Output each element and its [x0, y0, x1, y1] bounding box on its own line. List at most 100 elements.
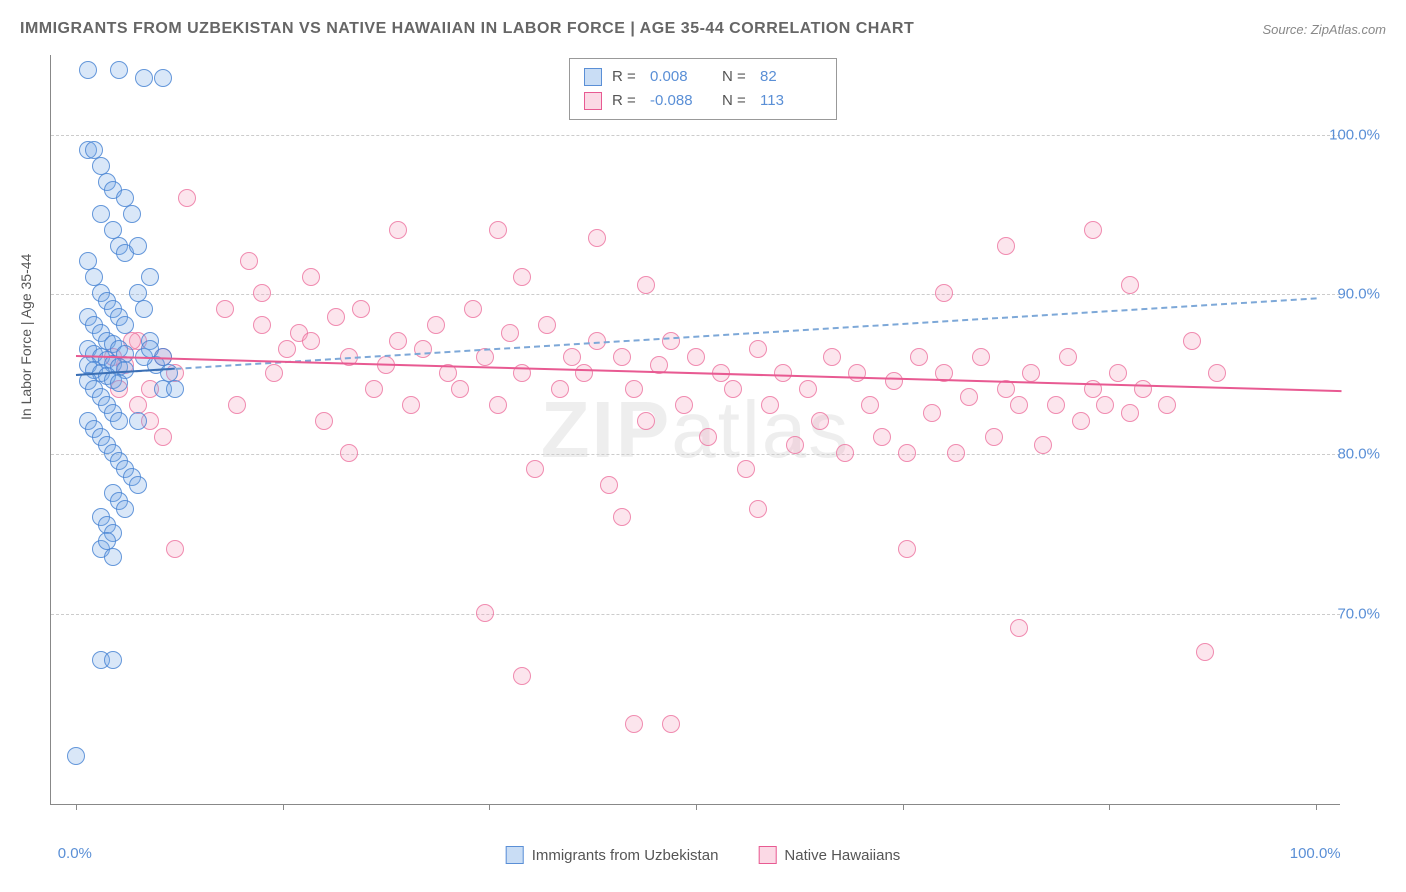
- data-point: [116, 500, 134, 518]
- data-point: [960, 388, 978, 406]
- data-point: [402, 396, 420, 414]
- data-point: [104, 221, 122, 239]
- data-point: [526, 460, 544, 478]
- data-point: [278, 340, 296, 358]
- data-point: [352, 300, 370, 318]
- plot-area: ZIPatlas: [50, 55, 1340, 805]
- data-point: [575, 364, 593, 382]
- data-point: [141, 340, 159, 358]
- x-tick: [76, 804, 77, 810]
- y-tick-label: 80.0%: [1337, 445, 1380, 462]
- data-point: [427, 316, 445, 334]
- data-point: [737, 460, 755, 478]
- data-point: [551, 380, 569, 398]
- data-point: [1208, 364, 1226, 382]
- data-point: [637, 412, 655, 430]
- data-point: [365, 380, 383, 398]
- data-point: [662, 715, 680, 733]
- data-point: [637, 276, 655, 294]
- gridline: [51, 614, 1340, 615]
- data-point: [489, 396, 507, 414]
- legend-correlation: R =0.008N =82R =-0.088N =113: [569, 58, 837, 120]
- data-point: [786, 436, 804, 454]
- data-point: [340, 444, 358, 462]
- legend-swatch: [584, 92, 602, 110]
- data-point: [166, 540, 184, 558]
- data-point: [861, 396, 879, 414]
- data-point: [135, 300, 153, 318]
- x-tick: [903, 804, 904, 810]
- data-point: [761, 396, 779, 414]
- data-point: [389, 221, 407, 239]
- n-value: 113: [760, 89, 822, 113]
- data-point: [92, 205, 110, 223]
- r-value: 0.008: [650, 65, 712, 89]
- r-label: R =: [612, 65, 640, 89]
- data-point: [464, 300, 482, 318]
- data-point: [489, 221, 507, 239]
- legend-label: Immigrants from Uzbekistan: [532, 847, 719, 864]
- data-point: [910, 348, 928, 366]
- x-tick: [283, 804, 284, 810]
- data-point: [563, 348, 581, 366]
- gridline: [51, 294, 1340, 295]
- data-point: [724, 380, 742, 398]
- data-point: [923, 404, 941, 422]
- data-point: [253, 284, 271, 302]
- data-point: [1121, 276, 1139, 294]
- data-point: [135, 69, 153, 87]
- data-point: [501, 324, 519, 342]
- data-point: [749, 500, 767, 518]
- data-point: [79, 61, 97, 79]
- y-tick-label: 70.0%: [1337, 605, 1380, 622]
- data-point: [1010, 619, 1028, 637]
- y-tick-label: 100.0%: [1329, 126, 1380, 143]
- data-point: [848, 364, 866, 382]
- data-point: [687, 348, 705, 366]
- legend-item: Immigrants from Uzbekistan: [506, 846, 719, 864]
- source-label: Source: ZipAtlas.com: [1262, 22, 1386, 37]
- gridline: [51, 454, 1340, 455]
- data-point: [588, 229, 606, 247]
- legend-swatch: [506, 846, 524, 864]
- data-point: [451, 380, 469, 398]
- data-point: [1158, 396, 1176, 414]
- legend-series: Immigrants from Uzbekistan Native Hawaiia…: [506, 846, 901, 864]
- data-point: [240, 252, 258, 270]
- y-axis-label: In Labor Force | Age 35-44: [18, 254, 34, 420]
- data-point: [1196, 643, 1214, 661]
- data-point: [141, 268, 159, 286]
- data-point: [513, 268, 531, 286]
- data-point: [104, 651, 122, 669]
- data-point: [749, 340, 767, 358]
- data-point: [513, 667, 531, 685]
- data-point: [823, 348, 841, 366]
- x-tick: [1316, 804, 1317, 810]
- data-point: [898, 444, 916, 462]
- data-point: [774, 364, 792, 382]
- data-point: [600, 476, 618, 494]
- data-point: [178, 189, 196, 207]
- data-point: [1096, 396, 1114, 414]
- data-point: [699, 428, 717, 446]
- data-point: [625, 715, 643, 733]
- data-point: [662, 332, 680, 350]
- data-point: [1059, 348, 1077, 366]
- x-tick: [1109, 804, 1110, 810]
- data-point: [985, 428, 1003, 446]
- n-value: 82: [760, 65, 822, 89]
- data-point: [154, 69, 172, 87]
- data-point: [675, 396, 693, 414]
- data-point: [104, 548, 122, 566]
- data-point: [1183, 332, 1201, 350]
- legend-item: Native Hawaiians: [758, 846, 900, 864]
- data-point: [1134, 380, 1152, 398]
- data-point: [1084, 221, 1102, 239]
- data-point: [625, 380, 643, 398]
- data-point: [302, 332, 320, 350]
- data-point: [476, 604, 494, 622]
- x-tick-label: 100.0%: [1290, 845, 1341, 862]
- data-point: [123, 205, 141, 223]
- data-point: [836, 444, 854, 462]
- data-point: [129, 237, 147, 255]
